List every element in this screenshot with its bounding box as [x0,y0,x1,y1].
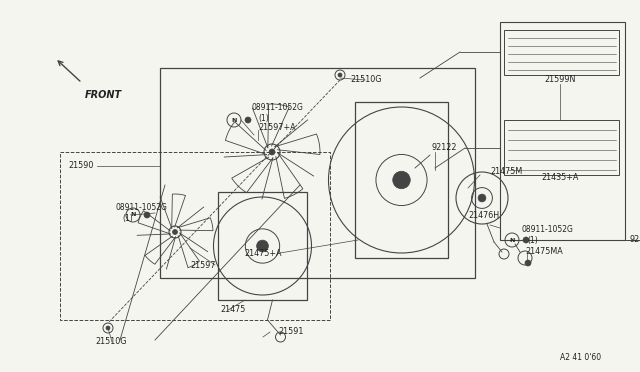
Text: 21591: 21591 [278,327,303,337]
Text: (1): (1) [527,235,538,244]
Bar [355,102,448,258]
Text: 21475: 21475 [220,305,245,314]
Text: 21476H: 21476H [468,212,499,221]
Text: 21435+A: 21435+A [541,173,579,183]
Text: (1): (1) [258,113,269,122]
Bar [504,30,619,75]
Bar [160,68,475,278]
Text: A2 41 0'60: A2 41 0'60 [560,353,601,362]
Text: 08911-1052G: 08911-1052G [522,225,574,234]
Bar [500,22,625,240]
Circle shape [269,149,275,155]
Circle shape [144,212,150,218]
Text: 21599N: 21599N [544,76,576,84]
Text: 92122: 92122 [432,144,458,153]
Text: FRONT: FRONT [85,90,122,100]
Text: N: N [231,118,237,122]
Circle shape [338,73,342,77]
Bar [504,120,619,175]
Circle shape [173,230,177,234]
Circle shape [106,326,110,330]
Text: 21510G: 21510G [350,76,381,84]
Text: 08911-1052G: 08911-1052G [252,103,304,112]
Circle shape [245,117,251,123]
Bar [60,152,330,320]
Circle shape [478,194,486,202]
Text: 08911-1052G: 08911-1052G [115,203,167,212]
Text: N: N [131,212,136,218]
Text: 21475M: 21475M [490,167,522,176]
Text: (1): (1) [122,214,132,222]
Circle shape [525,260,531,266]
Text: 21475+A: 21475+A [244,248,282,257]
Circle shape [257,240,268,252]
Text: 21597+A: 21597+A [258,124,296,132]
Circle shape [523,237,529,243]
Text: 92120M: 92120M [630,235,640,244]
Text: 21510G: 21510G [95,337,127,346]
Text: 21590: 21590 [68,161,93,170]
Bar [218,192,307,300]
Text: N: N [509,237,515,243]
Text: 21597: 21597 [190,260,216,269]
Text: 21475MA: 21475MA [525,247,563,257]
Circle shape [393,171,410,189]
